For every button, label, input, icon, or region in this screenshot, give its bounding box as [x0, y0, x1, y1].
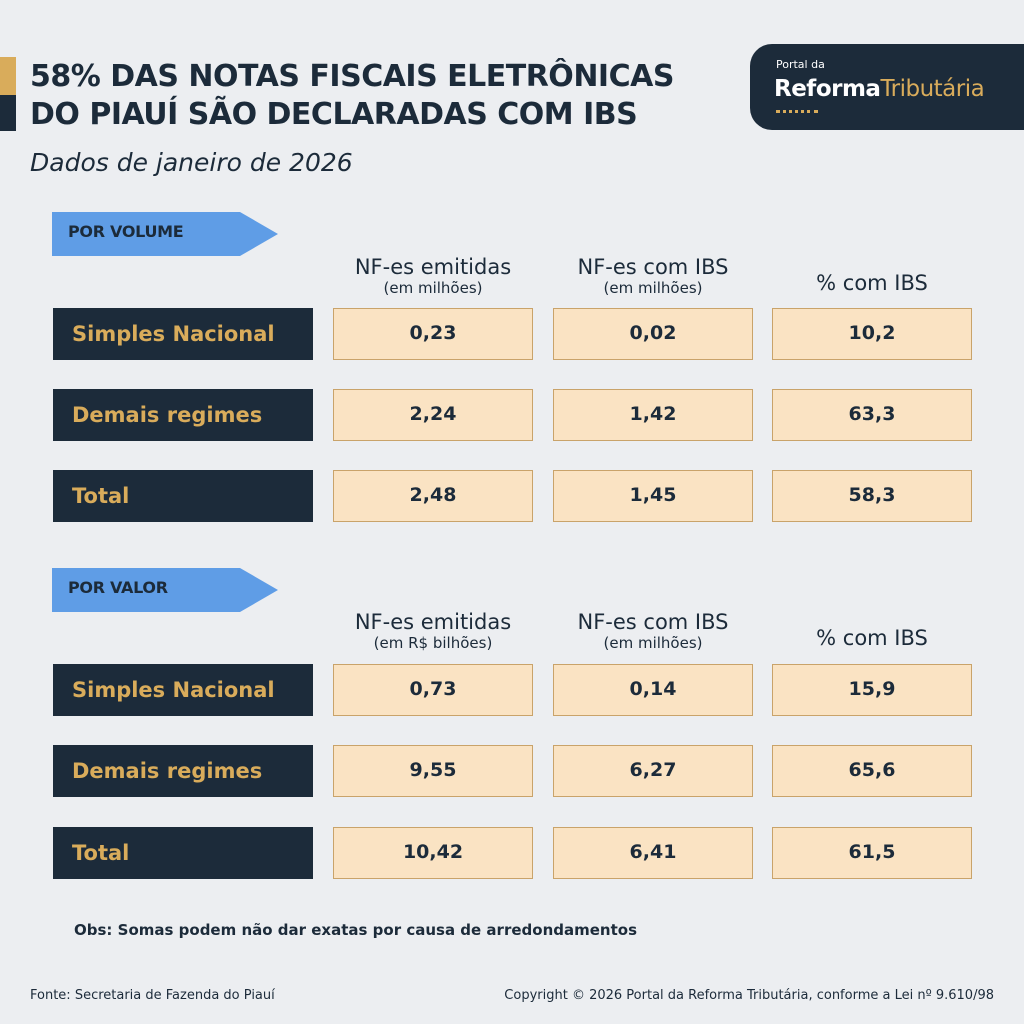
- column-header-sub: (em milhões): [383, 279, 483, 297]
- table-cell: 2,24: [333, 389, 533, 441]
- column-header: NF-es com IBS (em milhões): [548, 610, 758, 652]
- logo-bold-text: Reforma: [774, 76, 881, 102]
- section-tag-label: POR VOLUME: [68, 222, 184, 241]
- title-accent-gold: [0, 57, 16, 95]
- table-cell: 0,14: [553, 664, 753, 716]
- tag-arrow-shape-value: [52, 568, 278, 612]
- table-cell: 65,6: [772, 745, 972, 797]
- row-label: Total: [53, 470, 313, 522]
- source-footer: Fonte: Secretaria de Fazenda do Piauí: [30, 988, 275, 1003]
- table-cell: 6,27: [553, 745, 753, 797]
- row-label: Simples Nacional: [53, 664, 313, 716]
- table-cell: 2,48: [333, 470, 533, 522]
- title-line-1: 58% DAS NOTAS FISCAIS ELETRÔNICAS: [30, 59, 674, 94]
- column-header: NF-es com IBS (em milhões): [548, 255, 758, 297]
- table-cell: 1,42: [553, 389, 753, 441]
- column-header: NF-es emitidas (em R$ bilhões): [328, 610, 538, 652]
- column-header: % com IBS: [767, 255, 977, 297]
- table-cell: 10,2: [772, 308, 972, 360]
- column-header: NF-es emitidas (em milhões): [328, 255, 538, 297]
- column-header-sub: (em milhões): [603, 279, 703, 297]
- table-cell: 1,45: [553, 470, 753, 522]
- logo-small-text: Portal da: [776, 58, 825, 71]
- row-label: Demais regimes: [53, 745, 313, 797]
- row-label: Total: [53, 827, 313, 879]
- column-header-main: NF-es com IBS: [577, 610, 729, 634]
- table-cell: 0,23: [333, 308, 533, 360]
- column-header-main: NF-es emitidas: [354, 255, 512, 279]
- row-label: Demais regimes: [53, 389, 313, 441]
- table-cell: 58,3: [772, 470, 972, 522]
- section-tag-value: POR VALOR: [52, 568, 280, 612]
- table-cell: 61,5: [772, 827, 972, 879]
- title-line-2: DO PIAUÍ SÃO DECLARADAS COM IBS: [30, 97, 638, 132]
- subtitle: Dados de janeiro de 2026: [30, 148, 353, 177]
- column-header-main: % com IBS: [816, 626, 928, 650]
- section-tag-label: POR VALOR: [68, 578, 168, 597]
- table-cell: 10,42: [333, 827, 533, 879]
- column-header: % com IBS: [767, 610, 977, 652]
- table-cell: 0,02: [553, 308, 753, 360]
- logo-light-text: Tributária: [880, 76, 985, 102]
- rounding-note: Obs: Somas podem não dar exatas por caus…: [74, 921, 637, 939]
- table-cell: 0,73: [333, 664, 533, 716]
- table-cell: 63,3: [772, 389, 972, 441]
- title-accent-navy: [0, 95, 16, 131]
- logo-dots: [776, 110, 818, 113]
- column-header-sub: (em R$ bilhões): [373, 634, 493, 652]
- table-cell: 6,41: [553, 827, 753, 879]
- section-tag-volume: POR VOLUME: [52, 212, 280, 256]
- column-header-sub: (em milhões): [603, 634, 703, 652]
- column-header-main: % com IBS: [816, 271, 928, 295]
- portal-logo: Portal da ReformaTributária: [750, 44, 1024, 130]
- table-cell: 15,9: [772, 664, 972, 716]
- logo-wordmark: ReformaTributária: [774, 76, 985, 102]
- row-label: Simples Nacional: [53, 308, 313, 360]
- page-title: 58% DAS NOTAS FISCAIS ELETRÔNICAS DO PIA…: [30, 58, 674, 134]
- table-cell: 9,55: [333, 745, 533, 797]
- column-header-main: NF-es com IBS: [577, 255, 729, 279]
- copyright-footer: Copyright © 2026 Portal da Reforma Tribu…: [504, 988, 994, 1003]
- tag-arrow-shape-volume: [52, 212, 278, 256]
- column-header-main: NF-es emitidas: [354, 610, 512, 634]
